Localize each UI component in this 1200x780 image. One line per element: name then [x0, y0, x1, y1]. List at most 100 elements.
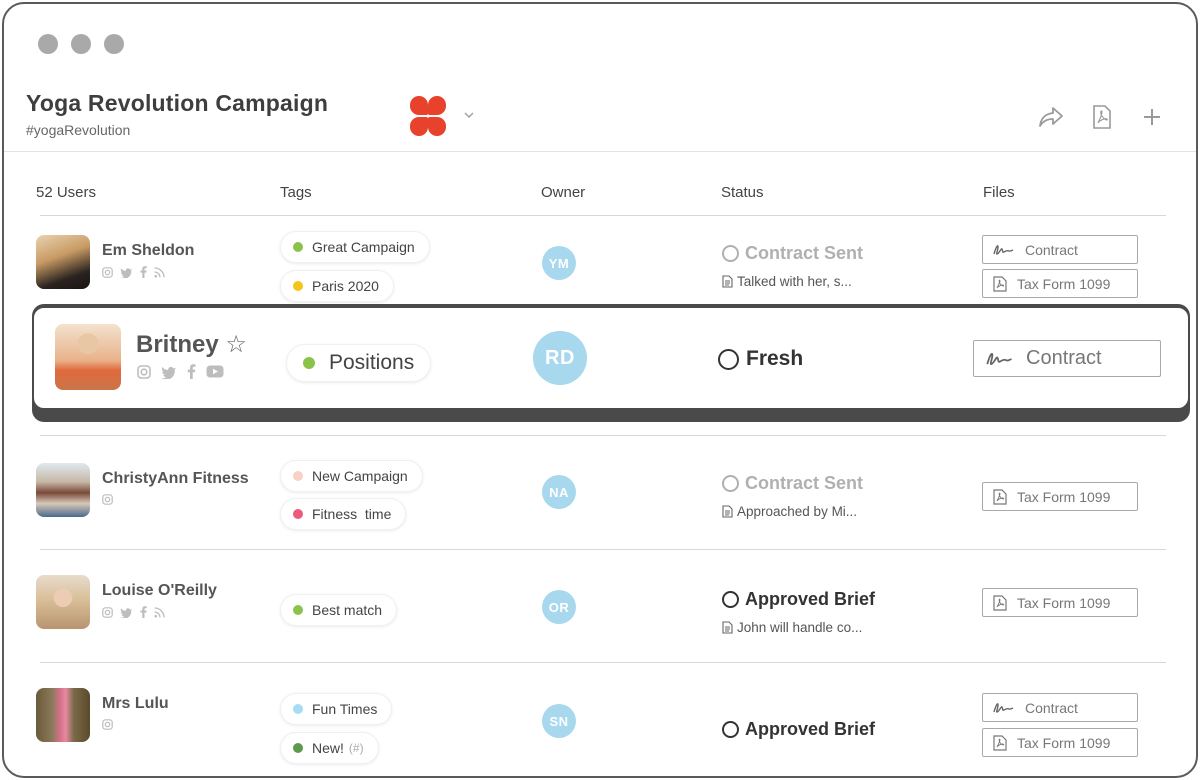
- owner-column-header[interactable]: Owner: [541, 184, 586, 201]
- share-icon[interactable]: [1038, 104, 1064, 130]
- social-links: [137, 364, 224, 379]
- tag-color-dot: [293, 281, 303, 291]
- tag-chip[interactable]: New Campaign: [280, 460, 423, 492]
- status-note[interactable]: John will handle co...: [722, 620, 862, 635]
- tag-color-dot: [293, 605, 303, 615]
- twitter-icon[interactable]: [120, 267, 133, 278]
- tag-label: Fitness time: [312, 506, 392, 522]
- chevron-down-icon[interactable]: [464, 108, 474, 122]
- users-count-header[interactable]: 52 Users: [36, 184, 97, 201]
- contract-file-button[interactable]: Contract: [982, 693, 1138, 722]
- tag-chip[interactable]: Great Campaign: [280, 231, 430, 263]
- divider: [40, 549, 1166, 550]
- tag-color-dot: [293, 471, 303, 481]
- pdf-icon: [993, 488, 1007, 505]
- pdf-icon: [993, 734, 1007, 751]
- tag-label: Paris 2020: [312, 278, 379, 294]
- pdf-icon[interactable]: [1089, 104, 1115, 130]
- social-links: [102, 494, 113, 505]
- social-links: [102, 266, 165, 278]
- status-circle-icon: [718, 348, 739, 370]
- owner-avatar[interactable]: YM: [542, 246, 576, 280]
- rss-icon[interactable]: [154, 606, 165, 618]
- status-circle-icon: [722, 591, 739, 608]
- star-icon[interactable]: ☆: [225, 331, 247, 358]
- twitter-icon[interactable]: [120, 607, 133, 618]
- tag-label: New Campaign: [312, 468, 408, 484]
- owner-avatar[interactable]: OR: [542, 590, 576, 624]
- status-label[interactable]: Approved Brief: [722, 589, 875, 610]
- contract-file-button[interactable]: Contract: [973, 340, 1161, 377]
- status-label[interactable]: Contract Sent: [722, 243, 863, 264]
- tags-column-header[interactable]: Tags: [280, 184, 312, 201]
- avatar[interactable]: [36, 463, 90, 517]
- owner-avatar[interactable]: RD: [533, 331, 587, 385]
- instagram-icon[interactable]: [102, 494, 113, 505]
- status-note[interactable]: Talked with her, s...: [722, 274, 852, 289]
- tag-label: New!: [312, 740, 344, 756]
- avatar[interactable]: [36, 688, 90, 742]
- avatar[interactable]: [55, 324, 121, 390]
- user-name[interactable]: ChristyAnn Fitness: [102, 470, 249, 487]
- facebook-icon[interactable]: [140, 266, 147, 278]
- owner-avatar[interactable]: SN: [542, 704, 576, 738]
- tag-label: Positions: [329, 351, 415, 374]
- tag-chip[interactable]: New! (#): [280, 732, 379, 764]
- user-name[interactable]: Mrs Lulu: [102, 695, 169, 712]
- plus-icon[interactable]: [1139, 104, 1165, 130]
- status-label[interactable]: Fresh: [718, 347, 803, 371]
- rss-icon[interactable]: [154, 266, 165, 278]
- tag-color-dot: [293, 704, 303, 714]
- minimize-window-button[interactable]: [71, 34, 91, 54]
- tag-chip[interactable]: Best match: [280, 594, 398, 626]
- note-icon: [722, 505, 733, 518]
- instagram-icon[interactable]: [102, 606, 113, 618]
- signature-icon: [986, 352, 1012, 365]
- maximize-window-button[interactable]: [104, 34, 124, 54]
- pdf-icon: [993, 275, 1007, 292]
- user-name[interactable]: Louise O'Reilly: [102, 582, 217, 599]
- instagram-icon[interactable]: [102, 719, 113, 730]
- instagram-icon[interactable]: [137, 364, 151, 379]
- divider: [40, 215, 1166, 216]
- youtube-icon[interactable]: [206, 365, 224, 378]
- tax-form-file-button[interactable]: Tax Form 1099: [982, 482, 1138, 511]
- tax-form-file-button[interactable]: Tax Form 1099: [982, 728, 1138, 757]
- tag-color-dot: [293, 509, 303, 519]
- close-window-button[interactable]: [38, 34, 58, 54]
- tag-color-dot: [293, 242, 303, 252]
- tag-chip[interactable]: Fun Times: [280, 693, 393, 725]
- social-links: [102, 719, 113, 730]
- tax-form-file-button[interactable]: Tax Form 1099: [982, 269, 1138, 298]
- status-note[interactable]: Approached by Mi...: [722, 504, 857, 519]
- avatar[interactable]: [36, 235, 90, 289]
- tag-color-dot: [293, 743, 303, 753]
- tax-form-file-button[interactable]: Tax Form 1099: [982, 588, 1138, 617]
- avatar[interactable]: [36, 575, 90, 629]
- status-circle-icon: [722, 475, 739, 492]
- facebook-icon[interactable]: [140, 606, 147, 618]
- twitter-icon[interactable]: [161, 365, 177, 379]
- facebook-icon[interactable]: [187, 364, 196, 379]
- tag-chip[interactable]: Fitness time: [280, 498, 407, 530]
- contract-file-button[interactable]: Contract: [982, 235, 1138, 264]
- files-column-header[interactable]: Files: [983, 184, 1015, 201]
- status-label[interactable]: Contract Sent: [722, 473, 863, 494]
- brand-logo[interactable]: [410, 96, 446, 136]
- signature-icon: [993, 244, 1014, 255]
- user-name[interactable]: Em Sheldon: [102, 242, 195, 259]
- owner-avatar[interactable]: NA: [542, 475, 576, 509]
- status-circle-icon: [722, 721, 739, 738]
- tag-chip[interactable]: Paris 2020: [280, 270, 394, 302]
- status-label[interactable]: Approved Brief: [722, 719, 875, 740]
- status-column-header[interactable]: Status: [721, 184, 764, 201]
- tag-color-dot: [303, 357, 315, 369]
- user-name[interactable]: Britney ☆: [136, 331, 247, 358]
- instagram-icon[interactable]: [102, 266, 113, 278]
- campaign-title: Yoga Revolution Campaign: [26, 90, 329, 116]
- note-icon: [722, 621, 733, 634]
- tag-label: Great Campaign: [312, 239, 415, 255]
- tag-chip[interactable]: Positions: [286, 344, 432, 382]
- tag-suffix: (#): [348, 741, 364, 755]
